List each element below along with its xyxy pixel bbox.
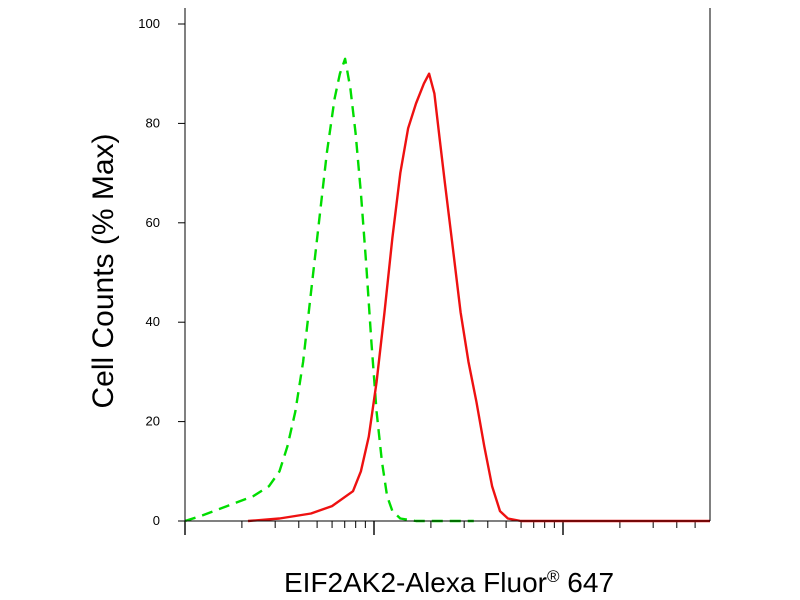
y-tick-label: 40 — [146, 314, 160, 329]
y-tick-label: 0 — [153, 513, 160, 528]
x-axis-label: EIF2AK2-Alexa Fluor® 647 — [284, 567, 614, 598]
y-ticks — [178, 23, 185, 522]
x-axis-label-text: EIF2AK2-Alexa Fluor — [284, 567, 547, 598]
x-axis-label-suffix: 647 — [560, 567, 615, 598]
x-axis-label-superscript: ® — [547, 567, 560, 586]
y-tick-label: 60 — [146, 215, 160, 230]
y-tick-labels: 0 20 40 60 80 100 — [138, 16, 160, 528]
y-tick-label: 20 — [146, 414, 160, 429]
x-minor-ticks — [241, 521, 696, 528]
x-major-ticks — [184, 521, 564, 535]
series-layer — [184, 57, 710, 523]
y-tick-label: 100 — [138, 16, 160, 31]
histogram-series-1 — [184, 57, 474, 523]
histogram-series-2 — [247, 72, 710, 523]
y-axis-label: Cell Counts (% Max) — [87, 133, 120, 408]
y-tick-label: 80 — [146, 115, 160, 130]
